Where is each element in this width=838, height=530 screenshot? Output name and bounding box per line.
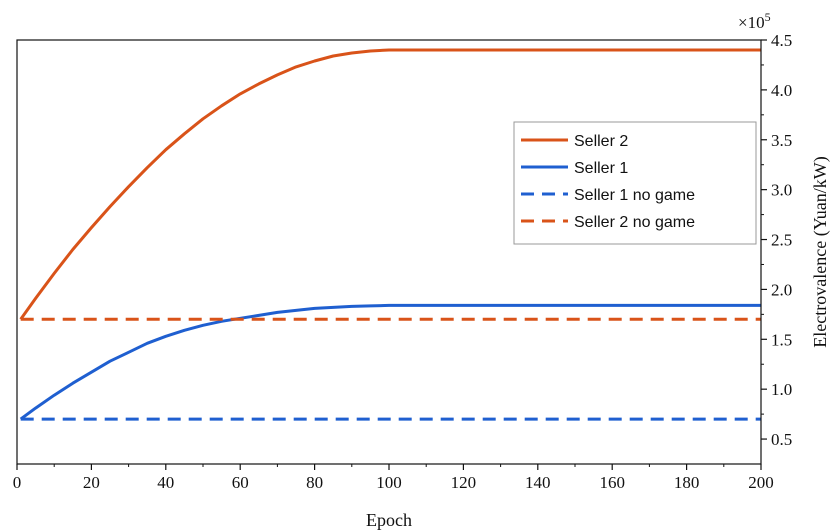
plot-area-frame xyxy=(16,39,762,465)
x-tick-label: 180 xyxy=(674,473,700,492)
series-line-1 xyxy=(19,48,761,321)
legend-box xyxy=(513,121,757,245)
y-tick-label: 4.5 xyxy=(771,31,792,50)
y-axis-title: Electrovalence (Yuan/kW) xyxy=(810,156,831,347)
y-axis-multiplier-base: ×10 xyxy=(738,13,765,32)
x-tick-label: 20 xyxy=(83,473,100,492)
x-tick-label: 120 xyxy=(451,473,477,492)
y-tick-label: 1.5 xyxy=(771,330,792,349)
x-tick-label: 140 xyxy=(525,473,551,492)
y-tick-label: 2.5 xyxy=(771,231,792,250)
y-tick-label: 2.0 xyxy=(771,280,792,299)
legend-label: Seller 1 no game xyxy=(574,187,695,204)
x-tick-label: 0 xyxy=(13,473,22,492)
x-tick-label: 100 xyxy=(376,473,402,492)
series-line-2 xyxy=(19,303,761,421)
x-axis-title: Epoch xyxy=(366,510,412,530)
legend-label: Seller 1 xyxy=(574,160,628,177)
x-tick-label: 200 xyxy=(748,473,774,492)
x-tick-label: 60 xyxy=(232,473,249,492)
x-tick-label: 40 xyxy=(157,473,174,492)
y-axis-multiplier: ×105 xyxy=(738,10,771,32)
y-axis: 0.5 1.0 1.5 2.0 2.5 3.0 3.5 4.0 4.5 xyxy=(761,31,792,449)
legend-label: Seller 2 xyxy=(574,133,628,150)
series-layer xyxy=(19,48,761,421)
y-tick-label: 4.0 xyxy=(771,81,792,100)
y-tick-label: 0.5 xyxy=(771,430,792,449)
x-axis: 0 20 40 60 80 100 120 140 160 180 200 xyxy=(13,464,774,492)
x-tick-label: 80 xyxy=(306,473,323,492)
x-tick-label: 160 xyxy=(599,473,625,492)
y-tick-label: 1.0 xyxy=(771,380,792,399)
legend-label: Seller 2 no game xyxy=(574,214,695,231)
legend: Seller 2 Seller 1 Seller 1 no game Seller 2… xyxy=(513,121,757,245)
y-tick-label: 3.5 xyxy=(771,131,792,150)
y-tick-label: 3.0 xyxy=(771,181,792,200)
y-axis-multiplier-exponent: 5 xyxy=(765,10,771,24)
